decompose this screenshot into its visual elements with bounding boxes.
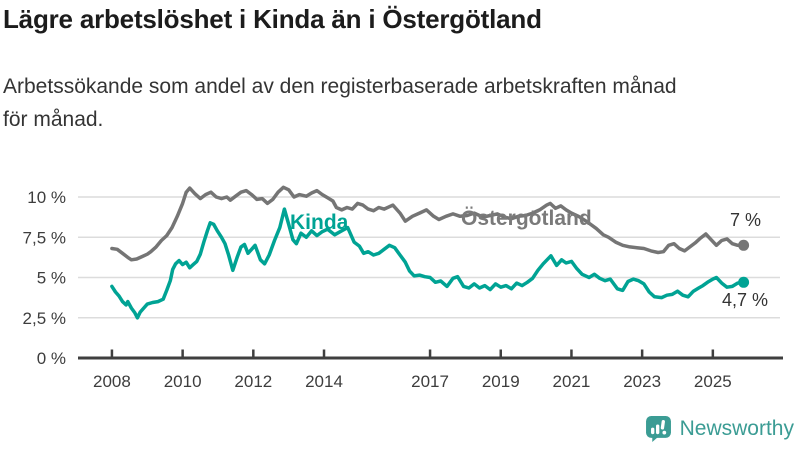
x-axis-tick-label: 2021 [553,372,591,391]
chart-subtitle: Arbetssökande som andel av den registerb… [3,70,677,136]
subtitle-line-1: Arbetssökande som andel av den registerb… [3,75,677,98]
x-axis-tick-label: 2023 [623,372,661,391]
kinda-series-label: Kinda [290,211,349,234]
x-axis-tick-label: 2017 [411,372,449,391]
x-axis-tick-label: 2008 [93,372,131,391]
series-end-dot-ostergotland [738,239,750,251]
x-axis-tick-label: 2014 [305,372,343,391]
x-axis-tick-label: 2025 [694,372,732,391]
x-axis-tick-label: 2010 [164,372,202,391]
newsworthy-bar-chart-bubble-icon [645,416,671,442]
x-axis-tick-label: 2019 [482,372,520,391]
series-line-ostergotland [110,185,746,262]
chart-title: Lägre arbetslöshet i Kinda än i Östergöt… [3,4,542,34]
newsworthy-brand-text: Newsworthy [679,416,794,440]
subtitle-line-2: för månad. [3,108,104,131]
newsworthy-logo: Newsworthy [645,415,794,442]
series-end-dot-kinda [738,276,750,288]
y-axis-tick-label: 7,5 % [23,228,66,247]
y-axis-tick-label: 0 % [37,349,66,368]
y-axis-tick-label: 10 % [27,188,66,207]
kinda-end-value-label: 4,7 % [722,290,769,310]
y-axis-tick-label: 5 % [37,269,66,288]
x-axis-tick-label: 2012 [234,372,272,391]
ostergotland-end-value-label: 7 % [730,210,762,230]
series-line-kinda [110,207,746,320]
ostergotland-series-label: Östergötland [461,207,592,230]
y-axis-tick-label: 2,5 % [23,309,66,328]
